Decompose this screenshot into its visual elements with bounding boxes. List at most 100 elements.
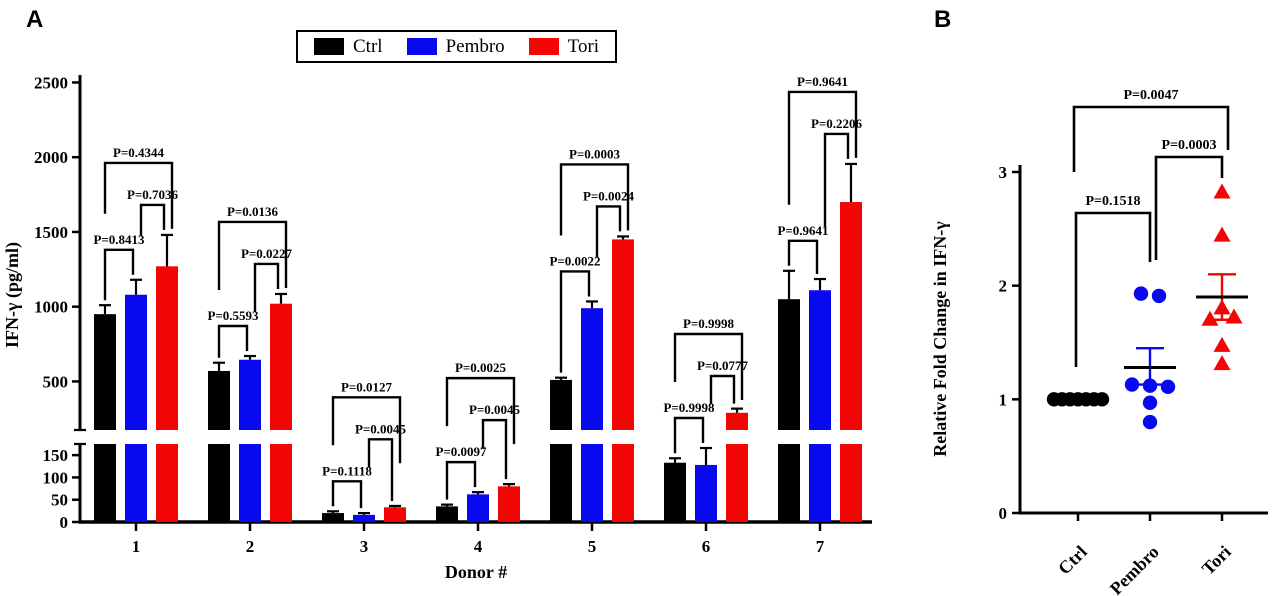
p-value-label: P=0.0227 [241, 246, 293, 261]
significance-bracket [787, 239, 819, 275]
legend-item-tori: Tori [528, 36, 600, 57]
bar-donor1-tori-lower [156, 444, 178, 522]
p-value-label: P=0.0047 [1123, 88, 1178, 103]
x-axis-title: Donor # [445, 562, 507, 582]
donor-tick-label: 5 [588, 537, 597, 556]
bar-donor4-ctrl [436, 506, 458, 522]
point-tori [1201, 310, 1219, 326]
y-tick-label: 0 [999, 504, 1008, 523]
significance-bracket [253, 262, 280, 313]
legend-item-pembro: Pembro [406, 37, 505, 56]
bar-donor1-tori-upper [156, 266, 178, 430]
category-label: Pembro [1106, 542, 1163, 596]
y-tick-label: 100 [43, 468, 69, 487]
y-tick-label: 50 [51, 491, 68, 510]
significance-bracket [709, 374, 736, 405]
significance-bracket [139, 203, 166, 236]
significance-bracket [673, 332, 744, 401]
bar-donor4-tori [498, 486, 520, 522]
bar-donor5-tori-lower [612, 444, 634, 522]
donor-tick-label: 7 [816, 537, 825, 556]
p-value-label: P=0.0777 [697, 358, 749, 373]
legend-label-tori: Tori [567, 36, 600, 57]
bar-donor7-pembro-lower [809, 444, 831, 522]
p-value-label: P=0.2206 [811, 116, 863, 131]
significance-bracket [559, 163, 630, 236]
bar-donor1-pembro-lower [125, 444, 147, 522]
panel-b-y-axis-title: Relative Fold Change in IFN-γ [930, 221, 950, 457]
significance-bracket [559, 270, 591, 373]
p-value-label: P=0.0097 [435, 444, 487, 459]
y-tick-label: 0 [60, 513, 69, 532]
category-label: Ctrl [1054, 542, 1091, 579]
p-value-label: P=0.1518 [1085, 194, 1140, 209]
significance-bracket [331, 396, 402, 464]
significance-bracket [217, 324, 249, 358]
point-tori [1213, 355, 1231, 371]
legend-swatch-pembro [406, 38, 437, 55]
donor-tick-label: 2 [246, 537, 255, 556]
bar-donor7-ctrl-upper [778, 299, 800, 430]
bar-donor2-pembro-lower [239, 444, 261, 522]
bar-donor6-tori-upper [726, 412, 748, 430]
significance-bracket [481, 418, 508, 480]
p-value-label: P=0.0025 [455, 360, 507, 375]
bar-donor3-tori [384, 507, 406, 522]
bar-donor6-ctrl [664, 462, 686, 522]
significance-bracket [331, 480, 363, 509]
point-tori [1225, 308, 1243, 324]
donor-tick-label: 4 [474, 537, 483, 556]
bar-donor1-ctrl-lower [94, 444, 116, 522]
y-tick-label: 2000 [34, 148, 68, 167]
point-pembro [1151, 288, 1167, 304]
p-value-label: P=0.0045 [469, 402, 521, 417]
legend-swatch-ctrl [314, 38, 344, 55]
point-tori [1213, 299, 1231, 315]
point-pembro [1160, 379, 1176, 395]
p-value-label: P=0.0003 [569, 146, 621, 161]
p-value-label: P=0.5593 [207, 308, 259, 323]
bar-donor1-pembro-upper [125, 294, 147, 430]
bar-donor6-pembro [695, 464, 717, 522]
significance-bracket [1154, 155, 1224, 260]
point-tori [1213, 226, 1231, 242]
point-pembro [1142, 414, 1158, 430]
bar-donor3-pembro [353, 514, 375, 522]
donor-tick-label: 3 [360, 537, 369, 556]
legend-label-ctrl: Ctrl [353, 36, 383, 57]
point-tori [1213, 336, 1231, 352]
bar-donor7-ctrl-lower [778, 444, 800, 522]
significance-bracket [673, 416, 705, 454]
significance-bracket [787, 90, 858, 205]
p-value-label: P=0.1118 [322, 463, 372, 478]
point-pembro [1142, 378, 1158, 393]
significance-bracket [217, 220, 288, 291]
bar-donor6-tori-lower [726, 444, 748, 522]
bar-donor1-ctrl-upper [94, 314, 116, 430]
legend: Ctrl Pembro Tori [296, 30, 618, 63]
y-axis-title: IFN-γ (pg/ml) [2, 242, 23, 348]
significance-bracket [595, 205, 622, 258]
bar-donor3-ctrl [322, 513, 344, 522]
significance-bracket [823, 132, 850, 227]
p-value-label: P=0.9641 [797, 74, 848, 89]
y-tick-label: 1000 [34, 298, 68, 317]
significance-bracket [103, 248, 135, 301]
significance-bracket [445, 376, 516, 445]
p-value-label: P=0.0022 [549, 253, 600, 268]
significance-bracket [1072, 105, 1230, 172]
legend-item-ctrl: Ctrl [314, 37, 383, 56]
p-value-label: P=0.4344 [113, 145, 165, 160]
p-value-label: P=0.0024 [583, 188, 635, 203]
bar-donor5-ctrl-upper [550, 379, 572, 430]
bar-donor7-tori-upper [840, 202, 862, 430]
bar-donor5-pembro-lower [581, 444, 603, 522]
point-ctrl [1094, 392, 1110, 407]
point-tori [1213, 183, 1231, 199]
bar-donor5-pembro-upper [581, 308, 603, 430]
bar-donor4-pembro [467, 494, 489, 522]
y-tick-label: 1500 [34, 223, 68, 242]
p-value-label: P=0.9998 [683, 316, 735, 331]
